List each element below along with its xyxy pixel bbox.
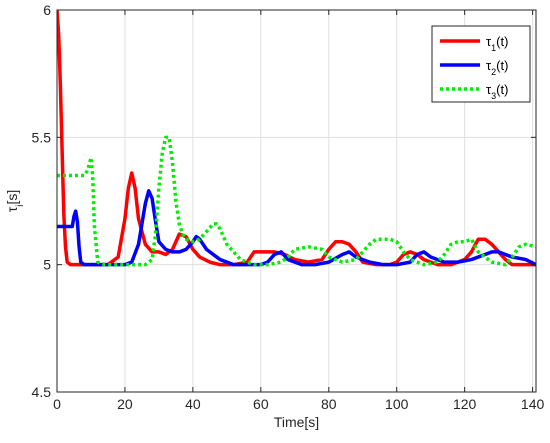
x-tick-label: 60 [253,396,269,412]
series-line-3 [57,135,536,267]
y-axis-label: τi[s] [4,190,26,213]
x-tick-label: 40 [185,396,201,412]
y-tick-label: 5 [43,257,51,273]
series-line-2 [57,189,536,267]
y-tick-label: 5.5 [32,129,52,145]
legend-label-2: τ2(t) [486,58,508,77]
legend: τ1(t) τ2(t) τ3(t) [431,25,531,103]
plot-frame [56,9,537,393]
legend-label-3: τ3(t) [486,82,508,101]
series-lines [57,10,536,267]
axis-ticks: 0 20 40 60 80 100 120 140 4.5 5 5.5 6 [32,2,545,412]
x-tick-label: 20 [117,396,133,412]
x-tick-label: 80 [321,396,337,412]
x-tick-label: 140 [521,396,545,412]
y-tick-label: 4.5 [32,384,52,400]
legend-label-1: τ1(t) [486,34,508,53]
series-line-1 [57,10,536,267]
x-tick-label: 100 [385,396,409,412]
y-tick-label: 6 [43,2,51,18]
x-tick-label: 0 [53,396,61,412]
x-tick-label: 120 [453,396,477,412]
x-axis-label: Time[s] [274,414,319,430]
